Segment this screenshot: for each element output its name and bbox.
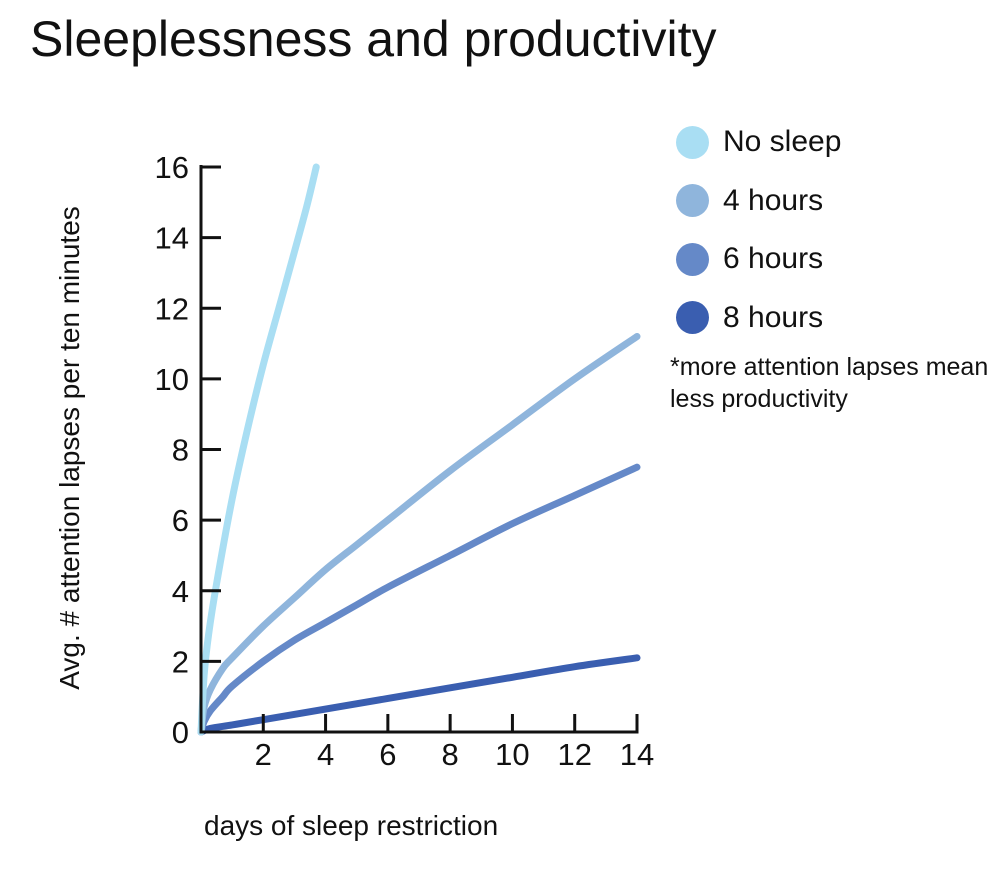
- legend-item-8-hours: 8 hours: [676, 289, 1000, 348]
- series-line-no-sleep: [197, 163, 320, 736]
- legend-dot-icon: [676, 125, 709, 159]
- series-line-8-hours: [197, 654, 641, 736]
- y-axis-label: Avg. # attention lapses per ten minutes: [54, 206, 85, 690]
- legend-item-6-hours: 6 hours: [676, 230, 1000, 289]
- legend-dot-icon: [676, 301, 709, 335]
- legend-label: 6 hours: [723, 242, 824, 276]
- x-tick-label: 6: [379, 737, 396, 772]
- y-tick-label: 4: [172, 574, 189, 609]
- y-tick-label: 2: [172, 644, 189, 679]
- y-tick-label: 12: [155, 291, 189, 326]
- chart-note: *more attention lapses mean less product…: [670, 353, 989, 413]
- y-tick-label: 0: [172, 715, 189, 750]
- y-tick-label: 16: [155, 150, 189, 185]
- legend-label: 4 hours: [723, 183, 824, 217]
- legend: No sleep 4 hours 6 hours 8 hours *more a…: [670, 113, 1000, 415]
- series-line-6-hours: [197, 463, 641, 736]
- y-tick-label: 10: [155, 362, 189, 397]
- legend-label: 8 hours: [723, 300, 824, 334]
- legend-item-no-sleep: No sleep: [676, 113, 1000, 172]
- legend-label: No sleep: [723, 125, 842, 159]
- x-tick-label: 2: [255, 737, 272, 772]
- chart-title: Sleeplessness and productivity: [30, 11, 717, 67]
- x-tick-label: 14: [620, 737, 654, 772]
- x-tick-label: 4: [317, 737, 334, 772]
- legend-dot-icon: [676, 184, 709, 218]
- series-line-4-hours: [197, 333, 641, 736]
- legend-item-4-hours: 4 hours: [676, 172, 1000, 231]
- x-tick-label: 12: [557, 737, 591, 772]
- x-tick-label: 10: [495, 737, 529, 772]
- x-axis-label: days of sleep restriction: [204, 810, 499, 841]
- y-tick-label: 14: [155, 221, 189, 256]
- y-tick-label: 8: [172, 433, 189, 468]
- legend-dot-icon: [676, 242, 709, 276]
- y-tick-label: 6: [172, 503, 189, 538]
- x-tick-label: 8: [442, 737, 459, 772]
